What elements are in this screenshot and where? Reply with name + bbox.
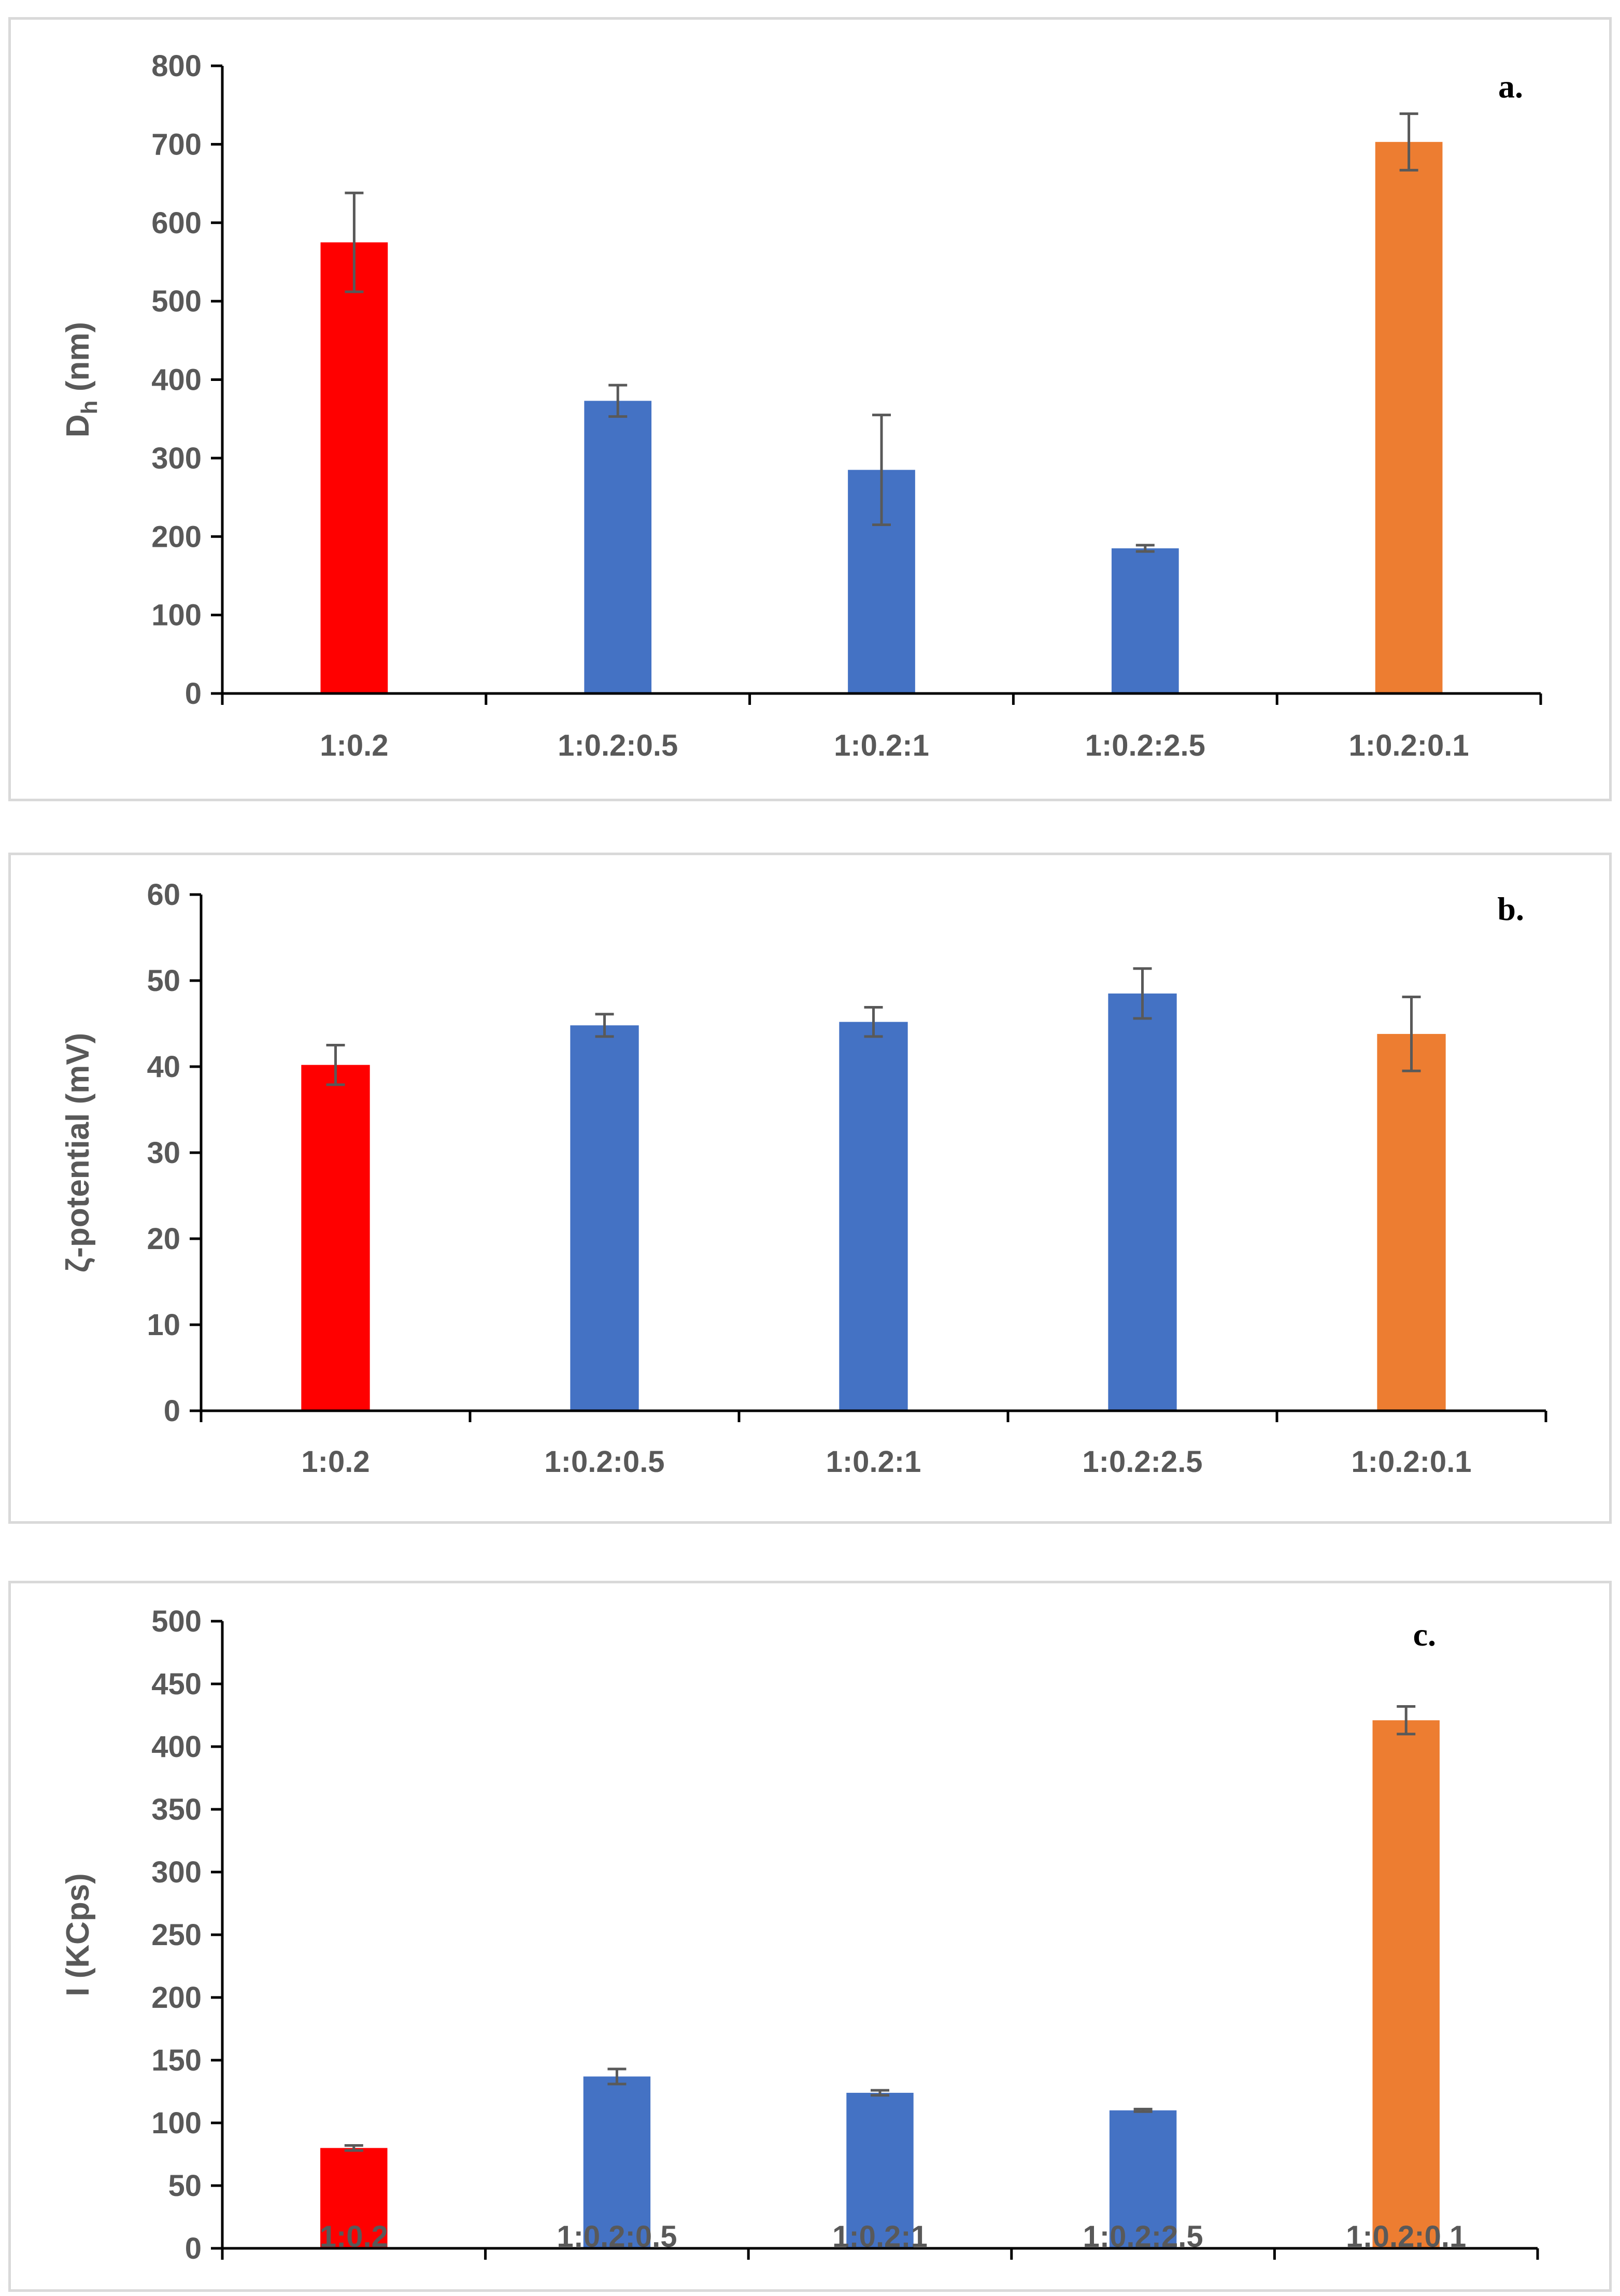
y-tick-label-a-6: 600 xyxy=(151,206,202,240)
bar-b-1 xyxy=(570,1025,639,1411)
y-axis-label-c: I (KCps) xyxy=(60,1873,96,1996)
error-bar-a-2 xyxy=(872,414,891,527)
bar-b-3 xyxy=(1108,993,1177,1411)
error-bar-a-4 xyxy=(1399,112,1418,172)
x-tick-label-c-1: 1:0.2:0.5 xyxy=(557,2220,677,2254)
y-axis-label-a: Dh (nm) xyxy=(60,322,102,437)
bar-a-3 xyxy=(1111,548,1179,693)
y-tick-label-c-2: 100 xyxy=(151,2106,202,2140)
y-tick-label-b-2: 20 xyxy=(147,1222,180,1256)
panel-label-b: b. xyxy=(1497,890,1524,927)
y-tick-label-c-1: 50 xyxy=(168,2169,202,2203)
bar-a-4 xyxy=(1375,141,1443,693)
y-tick-label-b-5: 50 xyxy=(147,964,180,998)
y-tick-label-c-4: 200 xyxy=(151,1981,202,2015)
panel-label-a: a. xyxy=(1498,68,1523,105)
x-tick-label-c-2: 1:0.2:1 xyxy=(832,2220,928,2254)
bar-c-2 xyxy=(846,2092,914,2248)
x-tick-label-b-3: 1:0.2:2.5 xyxy=(1082,1445,1202,1479)
x-tick-label-b-0: 1:0.2 xyxy=(301,1445,370,1479)
y-tick-label-b-4: 40 xyxy=(147,1050,180,1084)
y-tick-label-a-4: 400 xyxy=(151,363,202,397)
chart-c-svg: 0 50 100 150 200 250 300 350 400 450 500 1:0.2 1:0.2… xyxy=(60,1605,1539,2265)
y-tick-label-c-0: 0 xyxy=(185,2232,202,2265)
x-tick-label-a-2: 1:0.2:1 xyxy=(834,729,929,762)
error-bar-a-1 xyxy=(608,384,628,418)
bar-a-1 xyxy=(584,401,652,693)
y-tick-label-c-3: 150 xyxy=(151,2044,202,2077)
y-tick-label-b-6: 60 xyxy=(147,878,180,912)
error-bar-b-2 xyxy=(864,1005,883,1038)
chart-panel-b: 0 10 20 30 40 50 60 1:0.2 1:0.2:0.5 1:0.2:1 1:0.2:… xyxy=(8,853,1612,1524)
y-tick-label-c-10: 500 xyxy=(151,1605,202,1638)
error-bar-b-4 xyxy=(1402,996,1421,1072)
y-tick-label-a-0: 0 xyxy=(185,677,202,711)
error-bar-c-4 xyxy=(1397,1705,1416,1736)
panel-label-c: c. xyxy=(1413,1616,1436,1653)
bar-c-4 xyxy=(1372,1720,1440,2248)
y-tick-label-a-7: 700 xyxy=(151,127,202,161)
error-bar-c-0 xyxy=(344,2144,363,2152)
x-tick-label-b-1: 1:0.2:0.5 xyxy=(544,1445,664,1479)
y-tick-label-a-5: 500 xyxy=(151,285,202,318)
x-tick-label-c-0: 1:0.2 xyxy=(320,2220,388,2254)
x-tick-label-b-4: 1:0.2:0.1 xyxy=(1351,1445,1471,1479)
x-tick-label-a-1: 1:0.2:0.5 xyxy=(558,729,678,762)
bar-a-0 xyxy=(320,242,388,693)
bar-b-4 xyxy=(1377,1033,1446,1411)
error-bar-b-0 xyxy=(326,1044,345,1086)
x-tick-label-a-0: 1:0.2 xyxy=(320,729,388,762)
bar-c-3 xyxy=(1109,2110,1177,2248)
x-tick-label-a-3: 1:0.2:2.5 xyxy=(1085,729,1205,762)
y-tick-label-b-0: 0 xyxy=(164,1394,180,1428)
y-tick-label-b-1: 10 xyxy=(147,1308,180,1342)
y-tick-label-c-7: 350 xyxy=(151,1793,202,1826)
chart-panel-c: 0 50 100 150 200 250 300 350 400 450 500 1:0.2 1:0.2… xyxy=(8,1581,1612,2292)
y-axis-label-b: ζ-potential (mV) xyxy=(60,1033,96,1273)
bar-b-0 xyxy=(301,1065,370,1411)
x-tick-label-c-4: 1:0.2:0.1 xyxy=(1346,2220,1466,2254)
error-bar-c-3 xyxy=(1133,2107,1153,2113)
y-tick-label-a-1: 100 xyxy=(151,599,202,632)
chart-b-svg: 0 10 20 30 40 50 60 1:0.2 1:0.2:0.5 1:0.2:1 1:0.2:… xyxy=(60,878,1547,1479)
error-bar-a-3 xyxy=(1135,544,1155,553)
x-tick-label-a-4: 1:0.2:0.1 xyxy=(1349,729,1469,762)
bar-c-1 xyxy=(583,2076,651,2248)
error-bar-b-3 xyxy=(1133,967,1152,1020)
error-bar-c-1 xyxy=(607,2067,627,2086)
error-bar-c-2 xyxy=(871,2089,889,2097)
bar-c-0 xyxy=(320,2148,388,2248)
chart-panel-a: 0 100 200 300 400 500 600 700 800 1:0.2 1:0.2:0.5 1… xyxy=(8,17,1612,801)
y-tick-label-a-8: 800 xyxy=(151,49,202,83)
chart-a-svg: 0 100 200 300 400 500 600 700 800 1:0.2 1:0.2:0.5 1… xyxy=(60,49,1542,762)
error-bar-b-1 xyxy=(595,1013,614,1038)
y-tick-label-a-3: 300 xyxy=(151,442,202,475)
y-tick-label-c-6: 300 xyxy=(151,1855,202,1889)
y-tick-label-b-3: 30 xyxy=(147,1136,180,1170)
error-bar-a-0 xyxy=(345,191,364,293)
x-tick-label-c-3: 1:0.2:2.5 xyxy=(1083,2220,1203,2254)
y-tick-label-a-2: 200 xyxy=(151,520,202,554)
bar-b-2 xyxy=(839,1022,908,1411)
y-tick-label-c-5: 250 xyxy=(151,1918,202,1952)
x-tick-label-b-2: 1:0.2:1 xyxy=(826,1445,921,1479)
y-tick-label-c-9: 450 xyxy=(151,1667,202,1701)
y-tick-label-c-8: 400 xyxy=(151,1730,202,1764)
